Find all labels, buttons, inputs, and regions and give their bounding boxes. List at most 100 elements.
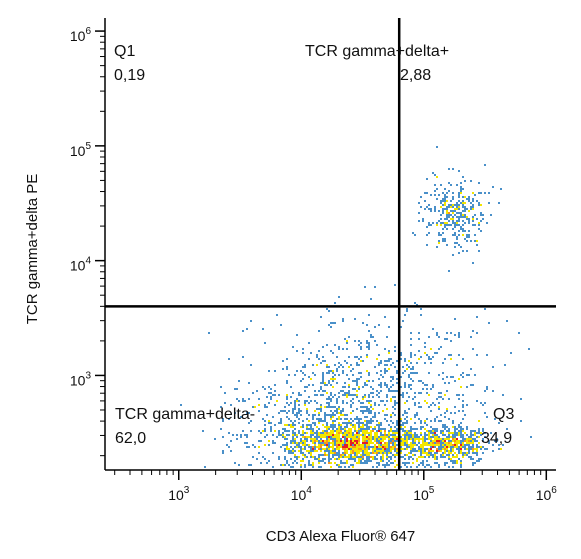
event-dot: [418, 442, 420, 444]
event-dot: [408, 462, 410, 464]
event-dot: [284, 406, 286, 408]
event-dot: [466, 208, 468, 210]
event-dot: [386, 464, 388, 466]
event-dot: [302, 378, 304, 380]
event-dot: [462, 436, 464, 438]
event-dot: [430, 224, 432, 226]
event-dot: [304, 390, 306, 392]
event-dot: [396, 390, 398, 392]
event-dot: [258, 404, 260, 406]
event-dot: [458, 224, 460, 226]
event-dot: [448, 444, 450, 446]
event-dot: [456, 216, 458, 218]
event-dot: [382, 448, 384, 450]
event-dot: [378, 462, 380, 464]
event-dot: [304, 364, 306, 366]
event-dot: [426, 444, 428, 446]
event-dot: [386, 448, 388, 450]
event-dot: [302, 426, 304, 428]
event-dot: [412, 462, 414, 464]
event-dot: [380, 458, 382, 460]
event-dot: [394, 454, 396, 456]
event-dot: [292, 424, 294, 426]
event-dot: [436, 448, 438, 450]
event-dot: [362, 454, 364, 456]
event-dot: [414, 234, 416, 236]
event-dot: [424, 442, 426, 444]
event-dot: [368, 344, 370, 346]
event-dot: [450, 210, 452, 212]
event-dot: [408, 452, 410, 454]
event-dot: [430, 454, 432, 456]
event-dot: [344, 418, 346, 420]
event-dot: [456, 364, 458, 366]
event-dot: [448, 450, 450, 452]
event-dot: [454, 334, 456, 336]
event-dot: [434, 404, 436, 406]
event-dot: [380, 386, 382, 388]
event-dot: [446, 244, 448, 246]
event-dot: [456, 208, 458, 210]
event-dot: [446, 224, 448, 226]
event-dot: [450, 444, 452, 446]
event-dot: [430, 446, 432, 448]
event-dot: [334, 434, 336, 436]
event-dot: [392, 438, 394, 440]
event-dot: [448, 418, 450, 420]
event-dot: [366, 462, 368, 464]
event-dot: [378, 446, 380, 448]
event-dot: [440, 440, 442, 442]
event-dot: [432, 386, 434, 388]
event-dot: [332, 444, 334, 446]
event-dot: [438, 232, 440, 234]
event-dot: [268, 402, 270, 404]
event-dot: [484, 412, 486, 414]
event-dot: [362, 424, 364, 426]
event-dot: [360, 446, 362, 448]
event-dot: [442, 240, 444, 242]
event-dot: [384, 348, 386, 350]
event-dot: [332, 454, 334, 456]
event-dot: [400, 358, 402, 360]
event-dot: [438, 438, 440, 440]
event-dot: [428, 454, 430, 456]
event-dot: [310, 464, 312, 466]
event-dot: [262, 456, 264, 458]
event-dot: [390, 434, 392, 436]
event-dot: [340, 364, 342, 366]
event-dot: [242, 398, 244, 400]
event-dot: [324, 432, 326, 434]
event-dot: [438, 464, 440, 466]
event-dot: [460, 226, 462, 228]
event-dot: [396, 378, 398, 380]
event-dot: [360, 372, 362, 374]
event-dot: [474, 432, 476, 434]
event-dot: [452, 460, 454, 462]
event-dot: [374, 446, 376, 448]
event-dot: [462, 438, 464, 440]
event-dot: [436, 352, 438, 354]
event-dot: [326, 372, 328, 374]
event-dot: [312, 384, 314, 386]
event-dot: [362, 456, 364, 458]
event-dot: [304, 466, 306, 468]
event-dot: [476, 240, 478, 242]
event-dot: [280, 464, 282, 466]
event-dot: [450, 442, 452, 444]
event-dot: [358, 436, 360, 438]
event-dot: [482, 446, 484, 448]
event-dot: [408, 438, 410, 440]
event-dot: [442, 228, 444, 230]
event-dot: [462, 220, 464, 222]
event-dot: [318, 418, 320, 420]
event-dot: [358, 448, 360, 450]
event-dot: [258, 440, 260, 442]
event-dot: [406, 392, 408, 394]
event-dot: [400, 326, 402, 328]
event-dot: [340, 414, 342, 416]
event-dot: [396, 454, 398, 456]
event-dot: [274, 370, 276, 372]
event-dot: [430, 410, 432, 412]
event-dot: [428, 430, 430, 432]
event-dot: [368, 342, 370, 344]
